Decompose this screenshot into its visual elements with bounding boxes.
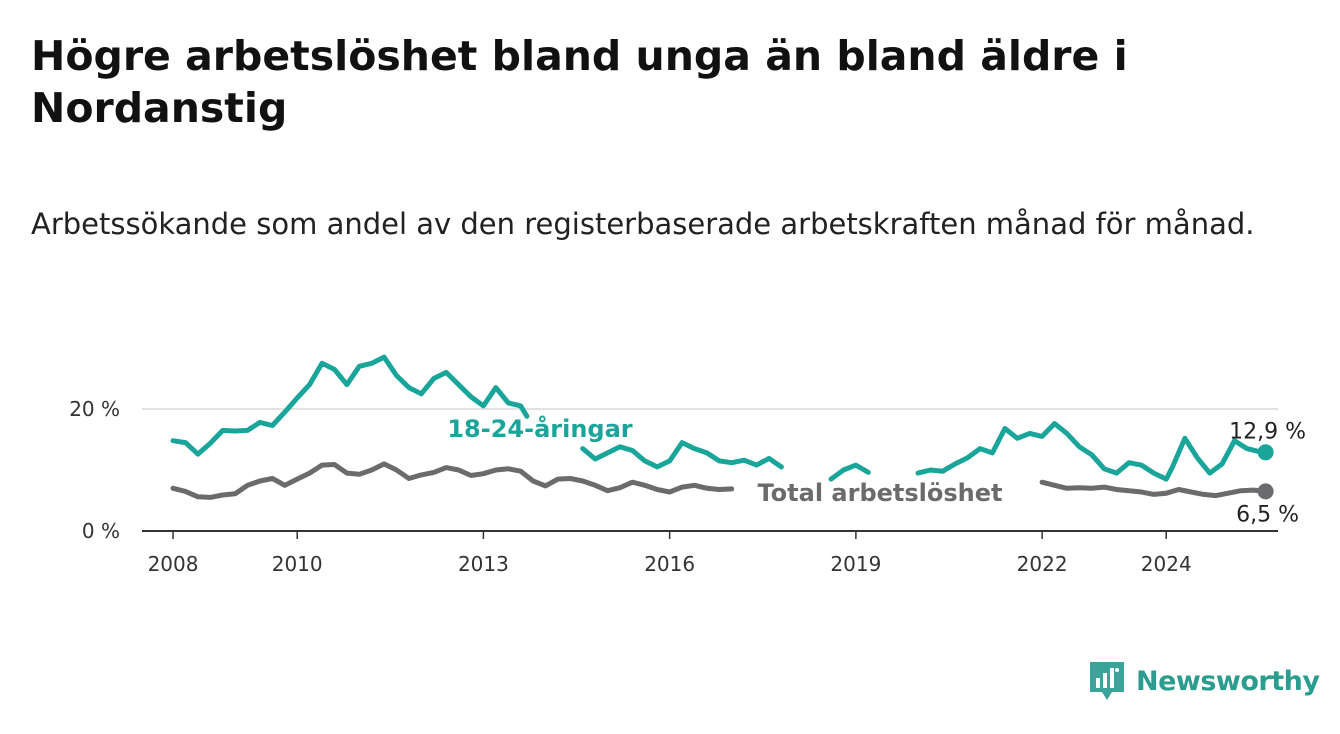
x-tick-label: 2010	[272, 552, 323, 576]
y-tick-label: 20 %	[69, 397, 120, 421]
series-line-youth	[828, 462, 871, 482]
series-line-youth	[580, 440, 784, 470]
series-end-point	[1257, 444, 1274, 461]
chart-title: Högre arbetslöshet bland unga än bland ä…	[31, 32, 1128, 132]
x-axis-ticks: 2008 2010 2013 2016 2019 2022 2024	[148, 531, 1192, 576]
series-end-label: 12,9 %	[1229, 419, 1306, 444]
series-end-label: 6,5 %	[1236, 502, 1299, 527]
series-line-total	[170, 461, 735, 500]
x-tick-label: 2016	[644, 552, 695, 576]
series-line-youth	[170, 354, 530, 457]
y-axis-ticks: 0 % 20 %	[69, 397, 120, 543]
x-tick-label: 2013	[458, 552, 509, 576]
newsworthy-logo-icon	[1090, 662, 1124, 700]
x-tick-label: 2024	[1141, 552, 1192, 576]
brand: Newsworthy	[1088, 660, 1320, 702]
y-tick-label: 0 %	[82, 519, 120, 543]
grid-lines	[142, 408, 1278, 532]
chart-subtitle: Arbetssökande som andel av den registerb…	[31, 207, 1255, 241]
series-end-point	[1257, 483, 1274, 500]
series-name-label: 18-24-åringar	[447, 414, 632, 443]
brand-name: Newsworthy	[1136, 665, 1320, 697]
series-name-label: Total arbetslöshet	[757, 479, 1002, 507]
series-line-total	[1039, 479, 1269, 499]
x-tick-label: 2008	[148, 552, 199, 576]
series-labels: 12,9 % 6,5 % 18-24-åringar Total arbetslösh…	[444, 411, 1306, 527]
series-lines	[170, 354, 1274, 500]
x-tick-label: 2019	[830, 552, 881, 576]
series-line-youth	[915, 421, 1269, 482]
x-tick-label: 2022	[1017, 552, 1068, 576]
